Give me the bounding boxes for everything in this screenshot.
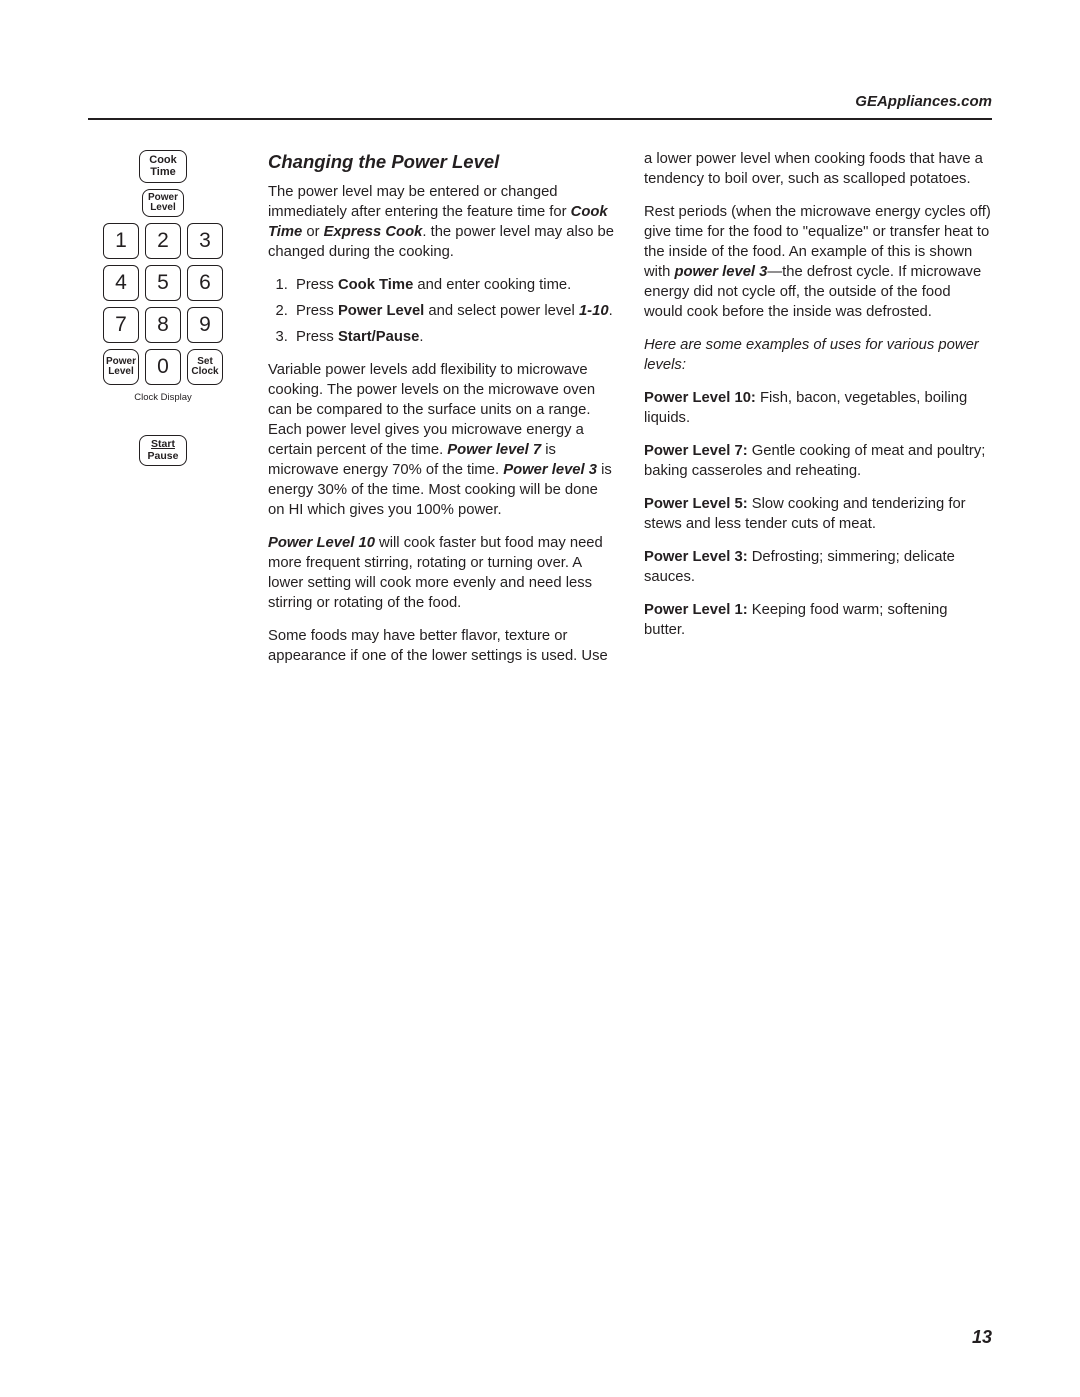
- keypad-num: 3: [187, 223, 223, 259]
- text: or: [302, 224, 323, 240]
- page-number: 13: [972, 1325, 992, 1349]
- keypad-row: 7 8 9: [103, 307, 223, 343]
- keypad-row: 1 2 3: [103, 223, 223, 259]
- power-level-item: Power Level 7: Gentle cooking of meat an…: [644, 442, 992, 482]
- pl-label: Power Level 7:: [644, 443, 748, 459]
- text-bold: 1-10: [579, 303, 609, 319]
- text: Press: [296, 329, 338, 345]
- text: and enter cooking time.: [413, 277, 571, 293]
- keypad-power-level-top: Power Level: [142, 189, 184, 217]
- text: .: [419, 329, 423, 345]
- keypad-num: 9: [187, 307, 223, 343]
- pl-label: Power Level 1:: [644, 602, 748, 618]
- text: and select power level: [424, 303, 579, 319]
- text-bold: power level 3: [674, 264, 767, 280]
- power-level-item: Power Level 10: Fish, bacon, vegetables,…: [644, 389, 992, 429]
- keypad-row: 4 5 6: [103, 265, 223, 301]
- text-columns: Changing the Power Level The power level…: [268, 150, 992, 666]
- text-bold: Power Level: [338, 303, 424, 319]
- pl-label: Power Level 5:: [644, 496, 748, 512]
- keypad-illustration: Cook Time Power Level 1 2 3 4 5 6 7 8 9 …: [88, 150, 238, 666]
- pl-label: Power Level 10:: [644, 390, 756, 406]
- text-bold: Express Cook: [324, 224, 423, 240]
- label: Level: [150, 203, 176, 214]
- pl-label: Power Level 3:: [644, 549, 748, 565]
- text-bold: Power level 3: [503, 462, 597, 478]
- divider: [88, 118, 992, 120]
- examples-intro: Here are some examples of uses for vario…: [644, 336, 992, 376]
- keypad-power-level-bottom: Power Level: [103, 349, 139, 385]
- power-level-item: Power Level 1: Keeping food warm; soften…: [644, 601, 992, 641]
- text: The power level may be entered or change…: [268, 184, 571, 220]
- label: Level: [108, 367, 134, 378]
- label: Time: [150, 167, 175, 179]
- text: .: [609, 303, 613, 319]
- keypad-num: 5: [145, 265, 181, 301]
- steps-list: Press Cook Time and enter cooking time. …: [268, 276, 616, 348]
- step-item: Press Start/Pause.: [292, 328, 616, 348]
- paragraph: Variable power levels add flexibility to…: [268, 361, 616, 521]
- text: Press: [296, 303, 338, 319]
- text: Press: [296, 277, 338, 293]
- keypad-num: 0: [145, 349, 181, 385]
- keypad-set-clock: Set Clock: [187, 349, 223, 385]
- keypad-num: 1: [103, 223, 139, 259]
- keypad-num: 4: [103, 265, 139, 301]
- label: Pause: [148, 451, 179, 463]
- keypad-num: 7: [103, 307, 139, 343]
- keypad-num: 8: [145, 307, 181, 343]
- keypad-row: Power Level 0 Set Clock: [103, 349, 223, 385]
- intro-paragraph: The power level may be entered or change…: [268, 183, 616, 263]
- section-title: Changing the Power Level: [268, 150, 616, 175]
- keypad-num: 6: [187, 265, 223, 301]
- power-level-item: Power Level 5: Slow cooking and tenderiz…: [644, 495, 992, 535]
- text-bold: Power level 7: [447, 442, 541, 458]
- text-bold: Cook Time: [338, 277, 413, 293]
- keypad-cook-time: Cook Time: [139, 150, 187, 183]
- step-item: Press Cook Time and enter cooking time.: [292, 276, 616, 296]
- header-brand: GEAppliances.com: [88, 92, 992, 118]
- paragraph: Power Level 10 will cook faster but food…: [268, 534, 616, 614]
- paragraph: Rest periods (when the microwave energy …: [644, 203, 992, 323]
- step-item: Press Power Level and select power level…: [292, 302, 616, 322]
- text-bold: Power Level 10: [268, 535, 375, 551]
- power-level-item: Power Level 3: Defrosting; simmering; de…: [644, 548, 992, 588]
- keypad-num: 2: [145, 223, 181, 259]
- keypad-clock-display-label: Clock Display: [134, 392, 192, 405]
- label: Start: [148, 439, 179, 451]
- text-bold: Start/Pause: [338, 329, 419, 345]
- keypad-start-pause: Start Pause: [139, 435, 188, 466]
- label: Clock: [191, 367, 218, 378]
- main-content: Cook Time Power Level 1 2 3 4 5 6 7 8 9 …: [88, 150, 992, 666]
